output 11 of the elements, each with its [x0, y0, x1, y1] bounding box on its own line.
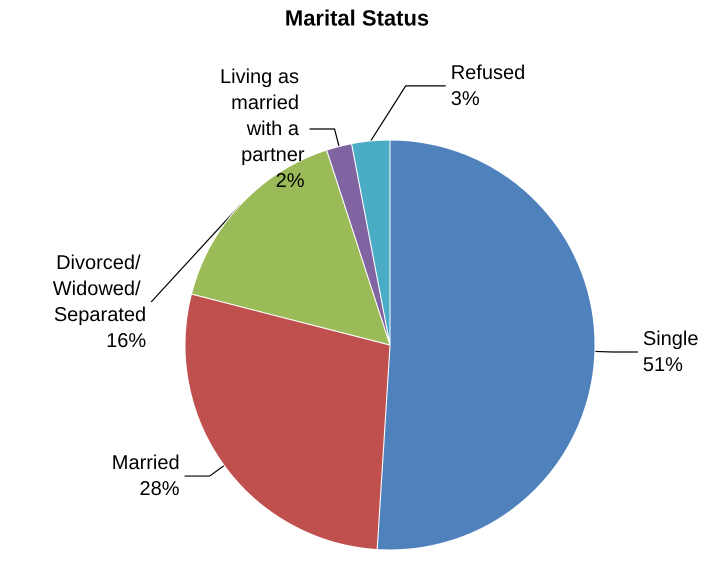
slice-label: Single — [642, 328, 698, 350]
data-label: 51% — [642, 354, 684, 376]
data-label: 3% — [450, 88, 480, 110]
data-label: 2% — [276, 170, 305, 192]
slice-label: Married — [112, 452, 180, 474]
slice-label: Living as married with a partner — [220, 66, 305, 166]
slice-label: Refused — [450, 62, 526, 84]
data-label: 28% — [140, 478, 180, 500]
chart-title: Marital Status — [284, 6, 430, 30]
slice-label: Divorced/ Widowed/ Separated — [52, 252, 146, 326]
data-label: 16% — [106, 330, 146, 352]
